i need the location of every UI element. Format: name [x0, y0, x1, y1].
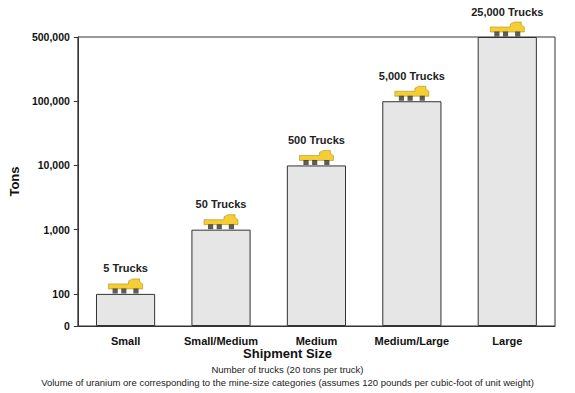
- svg-text:Small/Medium: Small/Medium: [184, 335, 258, 347]
- svg-text:Volume of uranium ore correspo: Volume of uranium ore corresponding to t…: [41, 377, 534, 388]
- svg-text:0: 0: [64, 320, 70, 332]
- svg-text:Tons: Tons: [7, 166, 22, 196]
- svg-text:100,000: 100,000: [32, 95, 70, 107]
- svg-text:Number of trucks (20 tons per: Number of trucks (20 tons per truck): [211, 364, 363, 375]
- svg-text:5 Trucks: 5 Trucks: [103, 262, 148, 274]
- svg-text:Medium/Large: Medium/Large: [375, 335, 450, 347]
- svg-text:5,000 Trucks: 5,000 Trucks: [379, 70, 445, 82]
- svg-text:1,000: 1,000: [44, 224, 70, 236]
- svg-text:100: 100: [52, 288, 70, 300]
- svg-text:50 Trucks: 50 Trucks: [196, 198, 247, 210]
- svg-text:Large: Large: [492, 335, 522, 347]
- svg-text:Shipment Size: Shipment Size: [243, 346, 332, 361]
- svg-text:500 Trucks: 500 Trucks: [288, 134, 345, 146]
- svg-text:500,000: 500,000: [32, 31, 70, 43]
- svg-text:25,000 Trucks: 25,000 Trucks: [471, 6, 543, 18]
- svg-text:Small: Small: [111, 335, 140, 347]
- svg-text:10,000: 10,000: [38, 159, 70, 171]
- svg-text:Medium: Medium: [296, 335, 338, 347]
